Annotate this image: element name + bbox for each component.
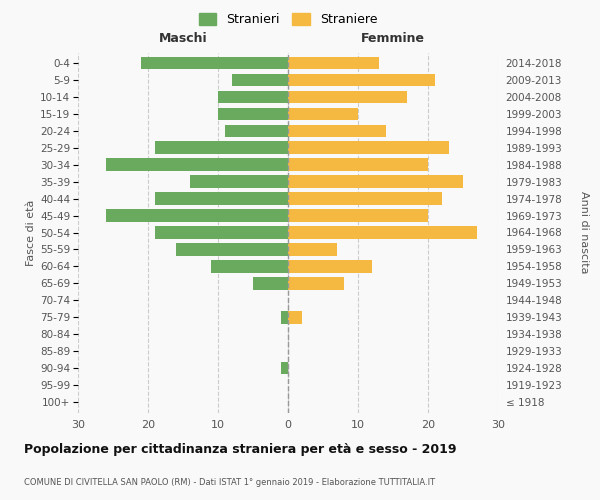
Bar [141, 56, 288, 69]
Bar [288, 278, 344, 289]
Bar [155, 192, 288, 204]
Legend: Stranieri, Straniere: Stranieri, Straniere [194, 8, 382, 32]
Bar [288, 56, 379, 69]
Bar [218, 90, 288, 103]
Bar [190, 176, 288, 188]
Bar [155, 226, 288, 238]
Bar [288, 260, 372, 272]
Bar [288, 74, 435, 86]
Bar [281, 312, 288, 324]
Bar [288, 108, 358, 120]
Bar [288, 142, 449, 154]
Bar [232, 74, 288, 86]
Text: COMUNE DI CIVITELLA SAN PAOLO (RM) - Dati ISTAT 1° gennaio 2019 - Elaborazione T: COMUNE DI CIVITELLA SAN PAOLO (RM) - Dat… [24, 478, 435, 487]
Bar [106, 210, 288, 222]
Bar [288, 226, 477, 238]
Bar [288, 210, 428, 222]
Y-axis label: Anni di nascita: Anni di nascita [579, 191, 589, 274]
Bar [288, 244, 337, 256]
Bar [281, 362, 288, 374]
Bar [211, 260, 288, 272]
Bar [106, 158, 288, 170]
Bar [288, 158, 428, 170]
Bar [288, 176, 463, 188]
Y-axis label: Fasce di età: Fasce di età [26, 200, 36, 266]
Text: Maschi: Maschi [158, 32, 208, 46]
Bar [288, 312, 302, 324]
Bar [176, 244, 288, 256]
Bar [288, 124, 386, 136]
Bar [155, 142, 288, 154]
Bar [253, 278, 288, 289]
Text: Femmine: Femmine [361, 32, 425, 46]
Bar [288, 192, 442, 204]
Bar [218, 108, 288, 120]
Bar [288, 90, 407, 103]
Text: Popolazione per cittadinanza straniera per età e sesso - 2019: Popolazione per cittadinanza straniera p… [24, 442, 457, 456]
Bar [225, 124, 288, 136]
